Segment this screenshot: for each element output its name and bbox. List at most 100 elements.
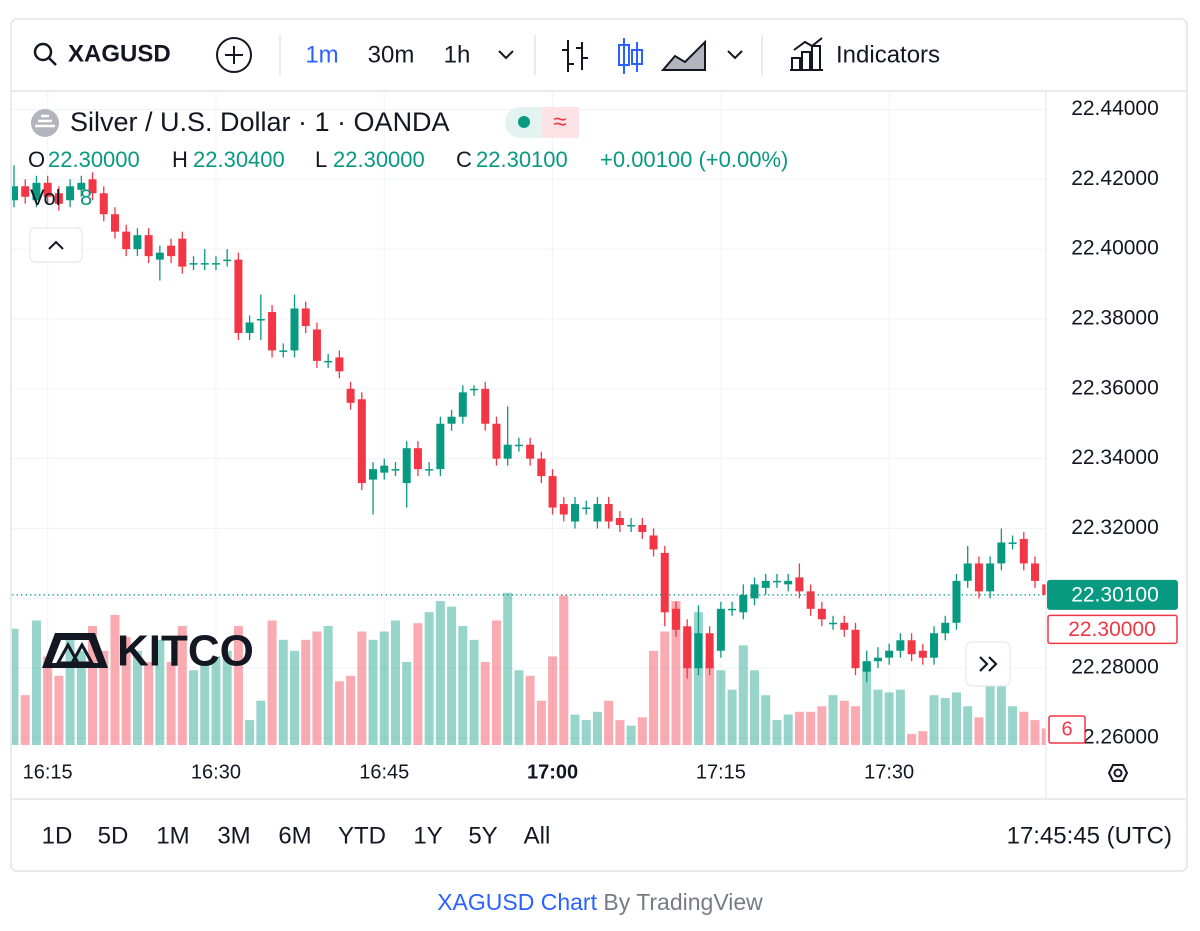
y-tick-label: 22.44000: [1071, 97, 1159, 120]
candle-body: [133, 235, 142, 250]
range-button[interactable]: 6M: [278, 822, 311, 849]
candle-body: [963, 563, 972, 581]
ohlc-key: L: [315, 147, 327, 172]
volume-bar: [963, 706, 973, 745]
candle-body: [380, 465, 389, 473]
legend: Silver / U.S. Dollar · 1 · OANDA ≈ O 22.3…: [28, 107, 788, 263]
scroll-right[interactable]: [965, 641, 1011, 687]
candle-body: [66, 186, 75, 201]
range-button[interactable]: All: [524, 822, 551, 849]
candle-body: [772, 580, 781, 583]
range-button[interactable]: 1Y: [413, 822, 442, 849]
volume-bar: [940, 697, 950, 745]
volume-bar: [166, 661, 176, 745]
interval-1m[interactable]: 1m: [305, 41, 338, 68]
volume-bar: [357, 631, 367, 745]
range-button[interactable]: 3M: [217, 822, 250, 849]
volume-bar: [503, 592, 513, 745]
symbol-search[interactable]: XAGUSD: [33, 40, 171, 67]
candle-body: [301, 308, 310, 326]
volume-bar: [559, 595, 569, 745]
candle-body: [638, 525, 647, 532]
x-tick-label: 17:15: [696, 761, 746, 783]
volume-bar: [312, 631, 322, 745]
candle-body: [750, 584, 759, 599]
bars-icon[interactable]: [562, 40, 588, 72]
candle-body: [593, 504, 602, 522]
indicators-icon[interactable]: [790, 37, 823, 71]
candle-body: [660, 552, 669, 613]
compare-button[interactable]: [216, 37, 252, 73]
legend-change: +0.00100 (+0.00%): [600, 147, 788, 172]
candle-body: [357, 399, 366, 484]
candle-body: [952, 580, 961, 623]
candle-body: [178, 238, 187, 267]
volume-bar: [43, 656, 53, 745]
volume-bar: [402, 661, 412, 745]
candles-icon[interactable]: [618, 38, 643, 74]
range-button[interactable]: 1M: [156, 822, 189, 849]
range-button[interactable]: 5Y: [468, 822, 497, 849]
ohlc-key: C: [456, 147, 472, 172]
watermark-text: KITCO: [117, 627, 254, 676]
candle-body: [43, 182, 52, 197]
volume-bar: [290, 650, 299, 745]
volume-bar: [895, 689, 905, 745]
ohlc-row: O 22.30000 H 22.30400 L 22.30000 C 22.30100: [28, 147, 568, 172]
volume-bar: [570, 714, 580, 745]
indicators-button[interactable]: Indicators: [836, 41, 940, 68]
volume-bar: [1019, 711, 1029, 745]
volume-bar: [996, 681, 1006, 745]
volume-bar: [222, 650, 232, 745]
volume-bar: [907, 733, 917, 745]
volume-bar: [200, 664, 210, 745]
candle-body: [21, 186, 30, 197]
candle-body: [974, 563, 983, 592]
volume-bar: [491, 620, 501, 745]
clock: 17:45:45 (UTC): [1007, 822, 1172, 849]
interval-30m[interactable]: 30m: [368, 41, 415, 68]
volume-bar: [278, 639, 288, 745]
candle-body: [1031, 563, 1040, 581]
collapse-legend[interactable]: [29, 227, 83, 263]
symbol[interactable]: XAGUSD: [68, 40, 171, 67]
y-tick-label: 22.40000: [1071, 237, 1159, 260]
range-button[interactable]: 5D: [98, 822, 129, 849]
candle-body: [986, 563, 995, 592]
candle-body: [189, 263, 198, 265]
ohlc-value: 22.30000: [48, 147, 140, 172]
volume-bar: [99, 650, 109, 745]
candle-body: [12, 186, 18, 201]
volume-bar: [806, 711, 816, 745]
volume-bar: [435, 601, 445, 745]
volume-bar: [211, 656, 221, 745]
y-tick-label: 22.26000: [1071, 726, 1159, 749]
candle-body: [559, 504, 568, 515]
interval-dropdown[interactable]: [498, 50, 514, 60]
candle-body: [425, 469, 434, 471]
area-icon[interactable]: [660, 39, 706, 71]
chart-type-dropdown[interactable]: [727, 50, 743, 60]
candle-body: [256, 318, 265, 321]
x-tick-label: 16:45: [359, 761, 409, 783]
bid-price-tag: [1047, 614, 1178, 645]
range-bar: 1D 5D 1M 3M 6M YTD 1Y 5Y All: [42, 822, 551, 849]
volume-bar: [929, 695, 939, 745]
candle-body: [122, 231, 131, 250]
range-button[interactable]: YTD: [338, 822, 386, 849]
footer-link[interactable]: XAGUSD Chart: [437, 889, 597, 915]
candle-body: [851, 629, 860, 669]
x-tick-label: 16:15: [23, 761, 73, 783]
candle-body: [200, 263, 209, 265]
ohlc-value: 22.30000: [333, 147, 425, 172]
range-button[interactable]: 1D: [42, 822, 73, 849]
bid-price-label: 22.30000: [1068, 618, 1156, 641]
candle-body: [716, 608, 725, 651]
settings-button[interactable]: [1107, 764, 1129, 782]
interval-1h[interactable]: 1h: [444, 41, 471, 68]
volume-bar: [693, 612, 703, 745]
candle-body: [324, 360, 333, 363]
candle-body: [167, 245, 176, 257]
candle-body: [369, 469, 378, 480]
candle-body: [795, 577, 804, 592]
